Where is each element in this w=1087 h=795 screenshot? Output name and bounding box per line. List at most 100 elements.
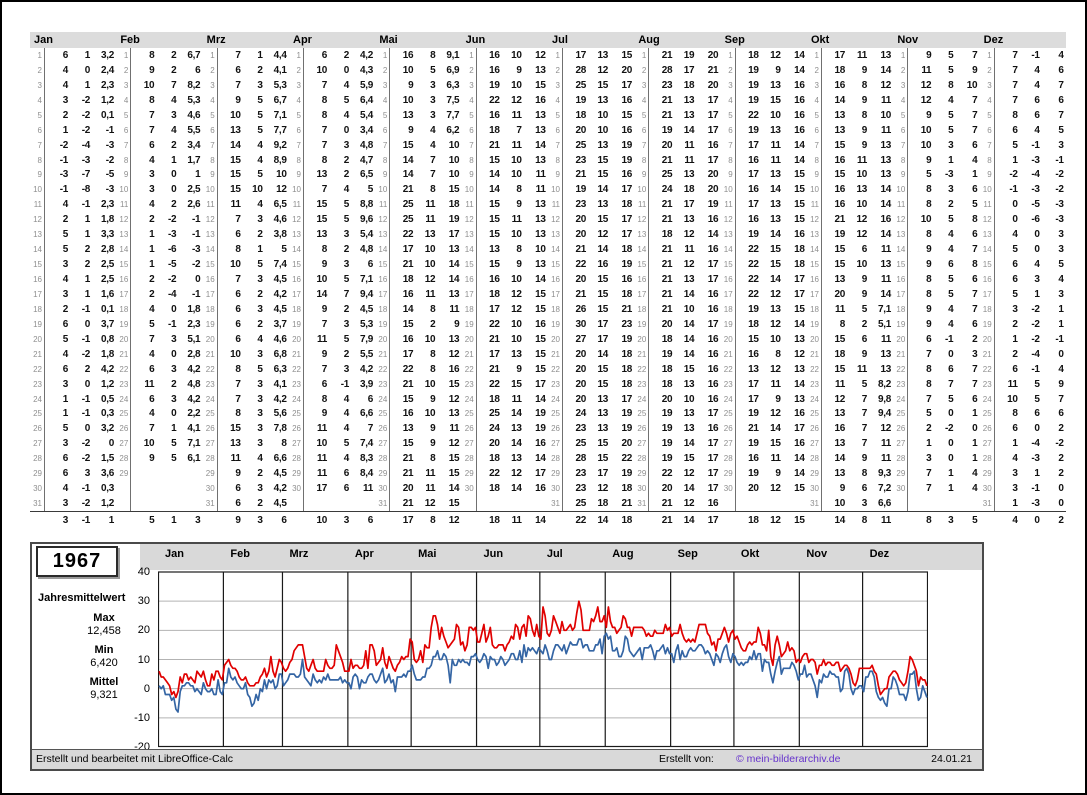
min-cell: 11 — [511, 393, 522, 405]
max-cell: 3 — [62, 288, 69, 300]
min-cell: 0 — [171, 184, 177, 196]
min-cell: 2 — [84, 244, 91, 256]
table-row: 23 7 3 4,1 — [203, 376, 289, 392]
day-number-cell: 14 — [721, 242, 736, 258]
table-row: 7 15 9 13 — [807, 137, 893, 153]
table-row: 10 24 18 20 — [634, 182, 720, 198]
day-number-cell: 6 — [116, 122, 132, 138]
min-cell: 7 — [516, 124, 522, 136]
max-cell: 21 — [575, 244, 586, 256]
mittel-cell: 16 — [535, 318, 546, 330]
mittel-cell: 14 — [880, 229, 891, 241]
min-cell: 4 — [171, 124, 177, 136]
min-cell: -2 — [81, 124, 91, 136]
day-number-cell: 22 — [116, 361, 132, 377]
min-cell: 3 — [343, 259, 350, 271]
day-number-cell: 21 — [116, 346, 132, 362]
month-average-row: 21 14 17 — [634, 511, 721, 528]
max-cell: 15 — [834, 139, 845, 151]
table-row: 6 1 -2 -1 — [30, 122, 116, 138]
max-cell: 8 — [926, 229, 932, 241]
mittel-cell: 1,6 — [100, 288, 114, 300]
day-number-cell: 19 — [980, 316, 995, 332]
mittel-cell: 12 — [276, 184, 287, 196]
table-row: 15 10 5 7,4 — [203, 257, 289, 273]
credit-link[interactable]: © mein-bilderarchiv.de — [736, 753, 841, 765]
mittel-cell: 17 — [621, 79, 632, 91]
table-row: 23 18 13 16 — [634, 376, 720, 392]
min-cell: 4 — [1034, 64, 1040, 76]
max-cell: 8 — [321, 393, 328, 405]
day-number-cell: 5 — [462, 107, 477, 123]
table-row: 22 20 15 18 — [548, 361, 634, 377]
day-number-cell: 5 — [116, 107, 132, 123]
table-row: 22 22 8 16 — [375, 361, 461, 377]
table-row: 11 8 2 5 — [893, 197, 979, 213]
mittel-cell: 3,2 — [100, 423, 114, 435]
day-number-cell: 18 — [893, 301, 909, 317]
max-cell: 9 — [926, 259, 932, 271]
max-cell: 7 — [1012, 49, 1018, 61]
month-column-feb: 1 8 2 6,7 2 9 2 6 3 10 7 8,2 4 8 4 5,3 5 7 3 4,6 6 7 4 5,5 7 6 2 3,… — [116, 48, 203, 528]
day-number-cell: 9 — [893, 167, 909, 183]
table-row: 14 9 4 7 — [893, 242, 979, 258]
mittel-cell: 9,2 — [273, 139, 287, 151]
max-cell: 11 — [317, 468, 327, 480]
mittel-cell: 10 — [966, 79, 978, 91]
table-row: 8 -1 -3 -2 — [30, 152, 116, 168]
table-row: 11 4 2 2,6 — [116, 197, 202, 213]
sum-mittel-cell: 6 — [281, 514, 287, 526]
min-cell: -2 — [168, 214, 177, 226]
year-box: 1967 — [36, 546, 118, 577]
table-row: 23 20 15 18 — [548, 376, 634, 392]
table-row: 1 17 13 15 — [548, 48, 634, 63]
month-column-jul: 1 17 13 15 2 28 12 20 3 25 15 17 4 19 13 16 5 18 10 15 6 20 10… — [548, 48, 635, 528]
table-row: 26 15 3 7,8 — [203, 421, 289, 437]
max-cell: 15 — [402, 393, 414, 405]
table-row: 1 18 12 14 — [721, 48, 807, 63]
min-cell: 14 — [597, 348, 608, 360]
max-cell: 16 — [834, 79, 845, 91]
mittel-cell: 15 — [535, 333, 546, 345]
mittel-cell — [177, 496, 201, 511]
max-cell: 11 — [144, 378, 155, 390]
month-header: Nov — [897, 34, 919, 46]
min-cell: 1 — [948, 154, 954, 166]
table-row: 31 3 -2 1,2 — [30, 496, 116, 512]
table-row: 12 15 11 13 — [462, 212, 548, 228]
min-cell: 4 — [257, 453, 263, 465]
table-row: 18 2 -1 0,1 — [30, 301, 116, 317]
table-row: 22 15 11 13 — [807, 361, 893, 377]
table-row: 30 18 14 16 — [462, 481, 548, 497]
day-number-cell: 17 — [289, 287, 304, 302]
table-row: 25 19 12 16 — [721, 406, 807, 422]
min-cell: -1 — [81, 483, 91, 495]
min-cell: -2 — [81, 453, 91, 465]
table-row: 11 17 13 15 — [721, 197, 807, 213]
mittel-cell: 14 — [535, 393, 546, 405]
mittel-cell: 14 — [794, 154, 805, 166]
mittel-cell: 8,4 — [359, 468, 373, 480]
max-cell: 6 — [62, 363, 69, 375]
min-cell: 6 — [948, 363, 954, 375]
table-row: 17 14 7 9,4 — [289, 287, 375, 302]
max-cell: 19 — [748, 229, 759, 241]
table-row: 17 2 -4 -1 — [116, 287, 202, 302]
max-cell: 3 — [149, 169, 155, 181]
plot-frame — [157, 571, 929, 748]
table-row: 10 3 0 2,5 — [116, 182, 202, 198]
max-cell — [477, 496, 501, 511]
min-cell: 10 — [770, 109, 781, 121]
min-cell: -1 — [81, 303, 91, 315]
max-cell: 8 — [235, 408, 241, 420]
table-row: 5 13 8 10 — [807, 107, 893, 123]
table-row: 17 3 1 1,6 — [30, 287, 116, 302]
table-row: 7 6 2 3,4 — [116, 137, 202, 153]
mittel-cell: 16 — [794, 79, 805, 91]
table-row: 21 20 14 18 — [548, 346, 634, 362]
table-row: 20 5 -1 0,8 — [30, 331, 116, 347]
